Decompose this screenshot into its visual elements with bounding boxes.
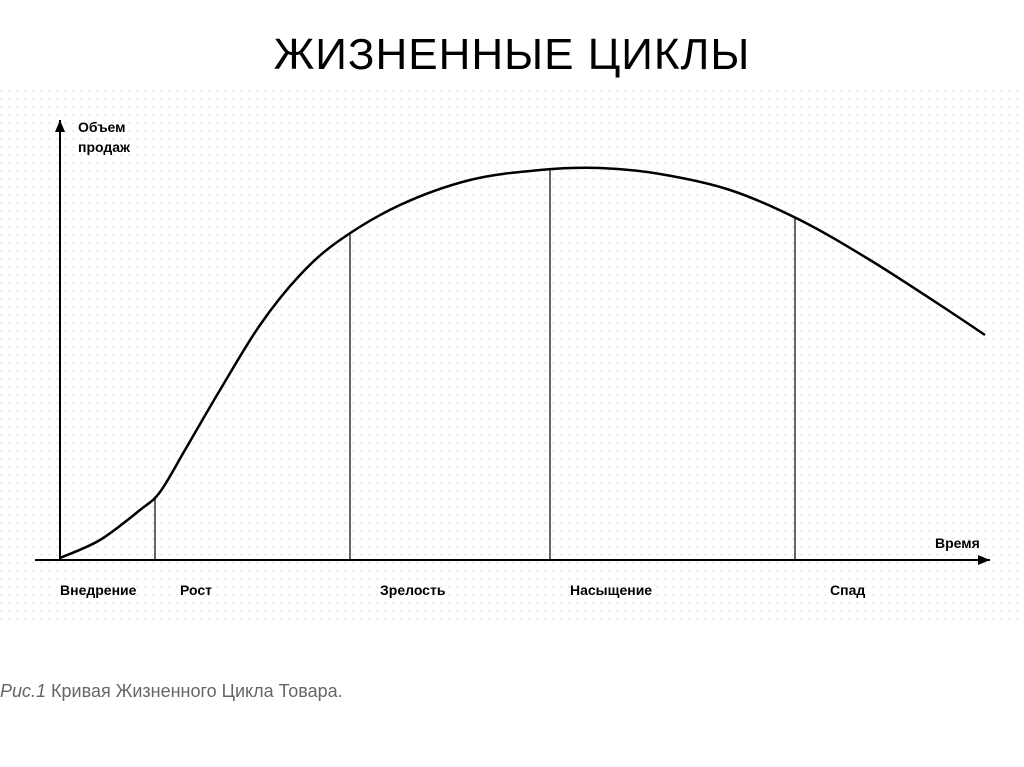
stage-label: Спад <box>830 582 865 598</box>
lifecycle-chart: Объем продаж Время Внедрение Рост Зрелость Нас… <box>0 90 1024 650</box>
stage-label: Рост <box>180 582 212 598</box>
stage-label: Зрелость <box>380 582 446 598</box>
x-axis-label: Время <box>935 535 980 551</box>
stage-label: Насыщение <box>570 582 652 598</box>
caption-prefix: Рис.1 <box>0 681 46 701</box>
figure-caption: Рис.1 Кривая Жизненного Цикла Товара. <box>0 681 343 702</box>
y-axis-label-1: Объем <box>78 119 126 135</box>
page-title: ЖИЗНЕННЫЕ ЦИКЛЫ <box>0 30 1024 80</box>
y-axis-label-2: продаж <box>78 139 131 155</box>
figure-container: Объем продаж Время Внедрение Рост Зрелость Нас… <box>0 90 1024 710</box>
caption-text: Кривая Жизненного Цикла Товара. <box>51 681 343 701</box>
stage-label: Внедрение <box>60 582 137 598</box>
